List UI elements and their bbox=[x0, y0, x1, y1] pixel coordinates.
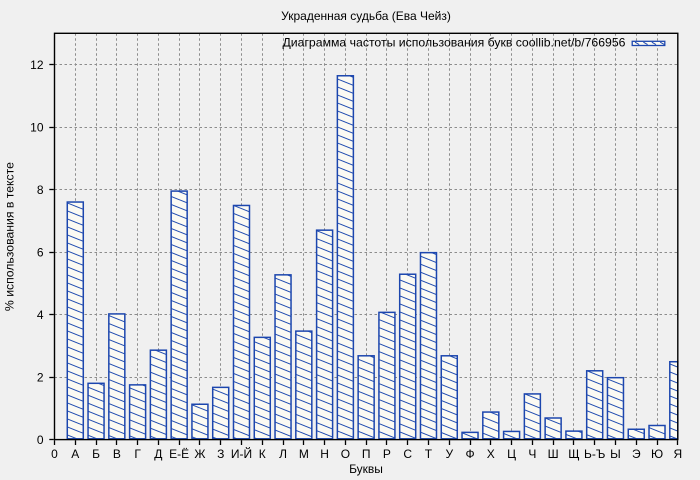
svg-text:Ч: Ч bbox=[528, 447, 536, 461]
svg-text:0: 0 bbox=[37, 433, 44, 447]
svg-text:Т: Т bbox=[425, 447, 433, 461]
svg-text:Э: Э bbox=[632, 447, 641, 461]
svg-text:Г: Г bbox=[134, 447, 141, 461]
svg-text:2: 2 bbox=[37, 371, 44, 385]
svg-text:12: 12 bbox=[30, 58, 44, 72]
svg-text:4: 4 bbox=[37, 308, 44, 322]
svg-text:У: У bbox=[445, 447, 453, 461]
svg-text:С: С bbox=[403, 447, 412, 461]
svg-text:А: А bbox=[71, 447, 79, 461]
svg-text:8: 8 bbox=[37, 183, 44, 197]
svg-text:Ф: Ф bbox=[465, 447, 474, 461]
svg-text:Украденная судьба (Ева Чейз): Украденная судьба (Ева Чейз) bbox=[281, 9, 451, 23]
svg-text:Л: Л bbox=[279, 447, 287, 461]
svg-text:0: 0 bbox=[51, 447, 58, 461]
svg-text:З: З bbox=[217, 447, 224, 461]
svg-text:Диаграмма частоты использовани: Диаграмма частоты использования букв coo… bbox=[283, 36, 626, 50]
svg-text:Щ: Щ bbox=[568, 447, 579, 461]
svg-text:Ц: Ц bbox=[507, 447, 516, 461]
svg-text:И-Й: И-Й bbox=[231, 446, 252, 461]
svg-text:10: 10 bbox=[30, 121, 44, 135]
svg-text:Е-Ё: Е-Ё bbox=[169, 447, 189, 461]
svg-text:Д: Д bbox=[154, 447, 162, 461]
svg-text:Ы: Ы bbox=[610, 447, 621, 461]
svg-text:6: 6 bbox=[37, 246, 44, 260]
svg-text:Б: Б bbox=[92, 447, 100, 461]
svg-text:% использования в тексте: % использования в тексте bbox=[2, 162, 16, 311]
svg-text:Буквы: Буквы bbox=[349, 462, 383, 476]
svg-text:Ш: Ш bbox=[548, 447, 559, 461]
svg-text:Ю: Ю bbox=[651, 447, 663, 461]
svg-text:Я: Я bbox=[673, 447, 682, 461]
svg-text:П: П bbox=[362, 447, 371, 461]
svg-text:В: В bbox=[113, 447, 121, 461]
svg-text:К: К bbox=[259, 447, 266, 461]
svg-text:Р: Р bbox=[383, 447, 391, 461]
svg-text:О: О bbox=[341, 447, 350, 461]
svg-text:Ь-Ъ: Ь-Ъ bbox=[584, 447, 605, 461]
svg-text:Х: Х bbox=[487, 447, 495, 461]
svg-text:М: М bbox=[299, 447, 309, 461]
svg-text:Н: Н bbox=[320, 447, 329, 461]
svg-text:Ж: Ж bbox=[194, 447, 205, 461]
